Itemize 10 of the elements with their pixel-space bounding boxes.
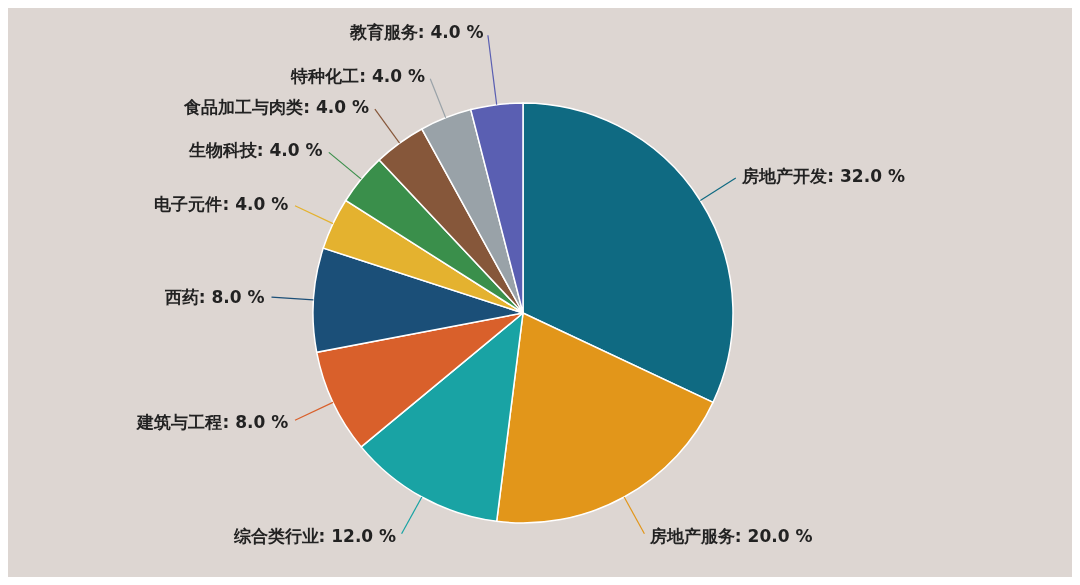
slice-label: 教育服务: 4.0 % [348,22,484,43]
slice-label: 建筑与工程: 8.0 % [135,411,289,432]
slice-label: 房地产开发: 32.0 % [741,166,905,187]
slice-label: 生物科技: 4.0 % [187,140,323,161]
slice-label: 电子元件: 4.0 % [154,194,289,215]
slice-label: 房地产服务: 20.0 % [648,526,813,547]
slice-label: 综合类行业: 12.0 % [232,526,397,547]
slice-label: 食品加工与肉类: 4.0 % [183,96,370,117]
slice-label: 特种化工: 4.0 % [290,65,426,86]
slice-label: 西药: 8.0 % [163,286,265,307]
